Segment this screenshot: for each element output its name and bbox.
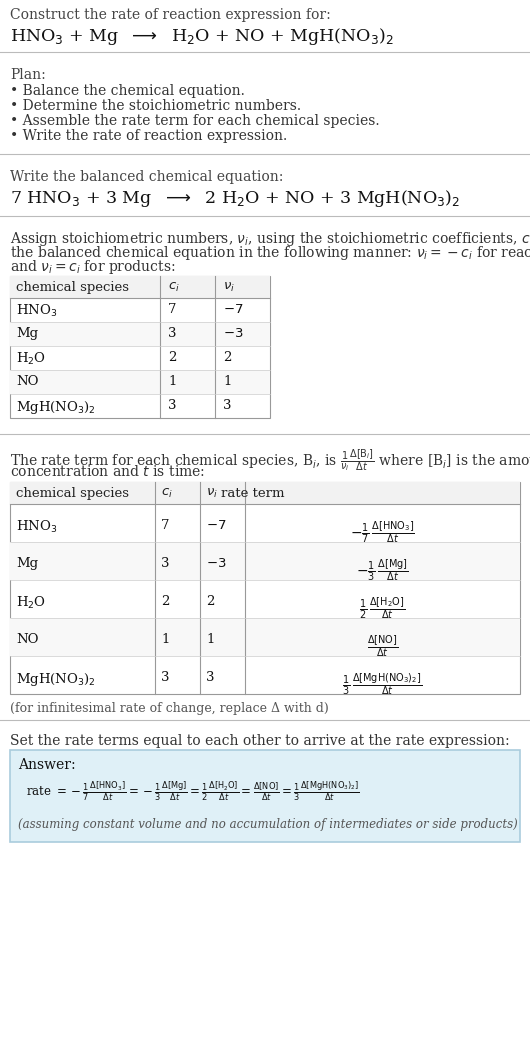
Text: Mg: Mg [16, 327, 38, 340]
Text: 3: 3 [161, 671, 170, 684]
Text: H$_2$O: H$_2$O [16, 595, 46, 611]
Text: 2: 2 [161, 595, 170, 607]
Text: • Assemble the rate term for each chemical species.: • Assemble the rate term for each chemic… [10, 114, 379, 128]
Text: Mg: Mg [16, 557, 38, 570]
Text: 7: 7 [168, 303, 176, 316]
Text: (assuming constant volume and no accumulation of intermediates or side products): (assuming constant volume and no accumul… [18, 818, 518, 832]
Text: 3: 3 [223, 399, 232, 412]
Text: 7: 7 [161, 519, 170, 532]
Text: chemical species: chemical species [16, 281, 129, 294]
Text: • Write the rate of reaction expression.: • Write the rate of reaction expression. [10, 129, 287, 143]
Text: NO: NO [16, 632, 39, 646]
Text: Assign stoichiometric numbers, $\nu_i$, using the stoichiometric coefficients, $: Assign stoichiometric numbers, $\nu_i$, … [10, 230, 530, 248]
Text: $-\frac{1}{3}\,\frac{\Delta[\mathrm{Mg}]}{\Delta t}$: $-\frac{1}{3}\,\frac{\Delta[\mathrm{Mg}]… [356, 557, 409, 582]
Text: $-7$: $-7$ [206, 519, 226, 532]
Text: 7 HNO$_3$ + 3 Mg  $\longrightarrow$  2 H$_2$O + NO + 3 MgH(NO$_3$)$_2$: 7 HNO$_3$ + 3 Mg $\longrightarrow$ 2 H$_… [10, 188, 460, 209]
Text: 3: 3 [168, 327, 176, 340]
Text: $-3$: $-3$ [206, 557, 226, 570]
Text: $\frac{\Delta[\mathrm{NO}]}{\Delta t}$: $\frac{\Delta[\mathrm{NO}]}{\Delta t}$ [367, 632, 398, 659]
Bar [10, 370, 270, 394]
Bar [10, 542, 520, 580]
Text: $\nu_i$: $\nu_i$ [223, 281, 235, 294]
Text: 1: 1 [161, 632, 170, 646]
Bar [10, 750, 520, 842]
Text: H$_2$O: H$_2$O [16, 351, 46, 367]
Text: Write the balanced chemical equation:: Write the balanced chemical equation: [10, 170, 284, 184]
Text: The rate term for each chemical species, B$_i$, is $\frac{1}{\nu_i}\frac{\Delta[: The rate term for each chemical species,… [10, 448, 530, 474]
Text: 1: 1 [223, 375, 232, 388]
Text: 1: 1 [168, 375, 176, 388]
Text: HNO$_3$ + Mg  $\longrightarrow$  H$_2$O + NO + MgH(NO$_3$)$_2$: HNO$_3$ + Mg $\longrightarrow$ H$_2$O + … [10, 26, 394, 47]
Text: MgH(NO$_3$)$_2$: MgH(NO$_3$)$_2$ [16, 399, 96, 416]
Bar [10, 276, 270, 418]
Text: (for infinitesimal rate of change, replace Δ with d): (for infinitesimal rate of change, repla… [10, 702, 329, 715]
Text: 2: 2 [223, 351, 232, 364]
Text: $\frac{1}{3}\,\frac{\Delta[\mathrm{MgH(NO_3)_2}]}{\Delta t}$: $\frac{1}{3}\,\frac{\Delta[\mathrm{MgH(N… [342, 671, 422, 697]
Text: $-3$: $-3$ [223, 327, 243, 340]
Text: NO: NO [16, 375, 39, 388]
Text: the balanced chemical equation in the following manner: $\nu_i = -c_i$ for react: the balanced chemical equation in the fo… [10, 244, 530, 262]
Text: $c_i$: $c_i$ [168, 281, 180, 294]
Text: $\nu_i$: $\nu_i$ [206, 487, 218, 500]
Text: $-\frac{1}{7}\,\frac{\Delta[\mathrm{HNO_3}]}{\Delta t}$: $-\frac{1}{7}\,\frac{\Delta[\mathrm{HNO_… [350, 519, 415, 545]
Text: Answer:: Answer: [18, 758, 76, 772]
Text: Set the rate terms equal to each other to arrive at the rate expression:: Set the rate terms equal to each other t… [10, 734, 510, 748]
Text: concentration and $t$ is time:: concentration and $t$ is time: [10, 464, 205, 479]
Text: 1: 1 [206, 632, 214, 646]
Text: and $\nu_i = c_i$ for products:: and $\nu_i = c_i$ for products: [10, 258, 175, 276]
Text: HNO$_3$: HNO$_3$ [16, 519, 57, 536]
Bar [10, 618, 520, 656]
Text: HNO$_3$: HNO$_3$ [16, 303, 57, 319]
Text: Construct the rate of reaction expression for:: Construct the rate of reaction expressio… [10, 8, 331, 22]
Text: MgH(NO$_3$)$_2$: MgH(NO$_3$)$_2$ [16, 671, 96, 688]
Text: Plan:: Plan: [10, 68, 46, 82]
Text: chemical species: chemical species [16, 487, 129, 500]
Text: • Balance the chemical equation.: • Balance the chemical equation. [10, 84, 245, 98]
Text: 3: 3 [206, 671, 215, 684]
Bar [10, 276, 270, 298]
Text: 2: 2 [168, 351, 176, 364]
Text: $\frac{1}{2}\,\frac{\Delta[\mathrm{H_2O}]}{\Delta t}$: $\frac{1}{2}\,\frac{\Delta[\mathrm{H_2O}… [359, 595, 405, 621]
Text: 3: 3 [168, 399, 176, 412]
Bar [10, 322, 270, 346]
Text: $c_i$: $c_i$ [161, 487, 173, 500]
Text: 3: 3 [161, 557, 170, 570]
Text: $-7$: $-7$ [223, 303, 243, 316]
Text: • Determine the stoichiometric numbers.: • Determine the stoichiometric numbers. [10, 99, 301, 113]
Bar [10, 482, 520, 694]
Text: rate $= -\frac{1}{7}\frac{\Delta[\mathrm{HNO_3}]}{\Delta t}= -\frac{1}{3}\frac{\: rate $= -\frac{1}{7}\frac{\Delta[\mathrm… [26, 780, 360, 803]
Text: rate term: rate term [221, 487, 285, 500]
Text: 2: 2 [206, 595, 214, 607]
Bar [10, 482, 520, 504]
